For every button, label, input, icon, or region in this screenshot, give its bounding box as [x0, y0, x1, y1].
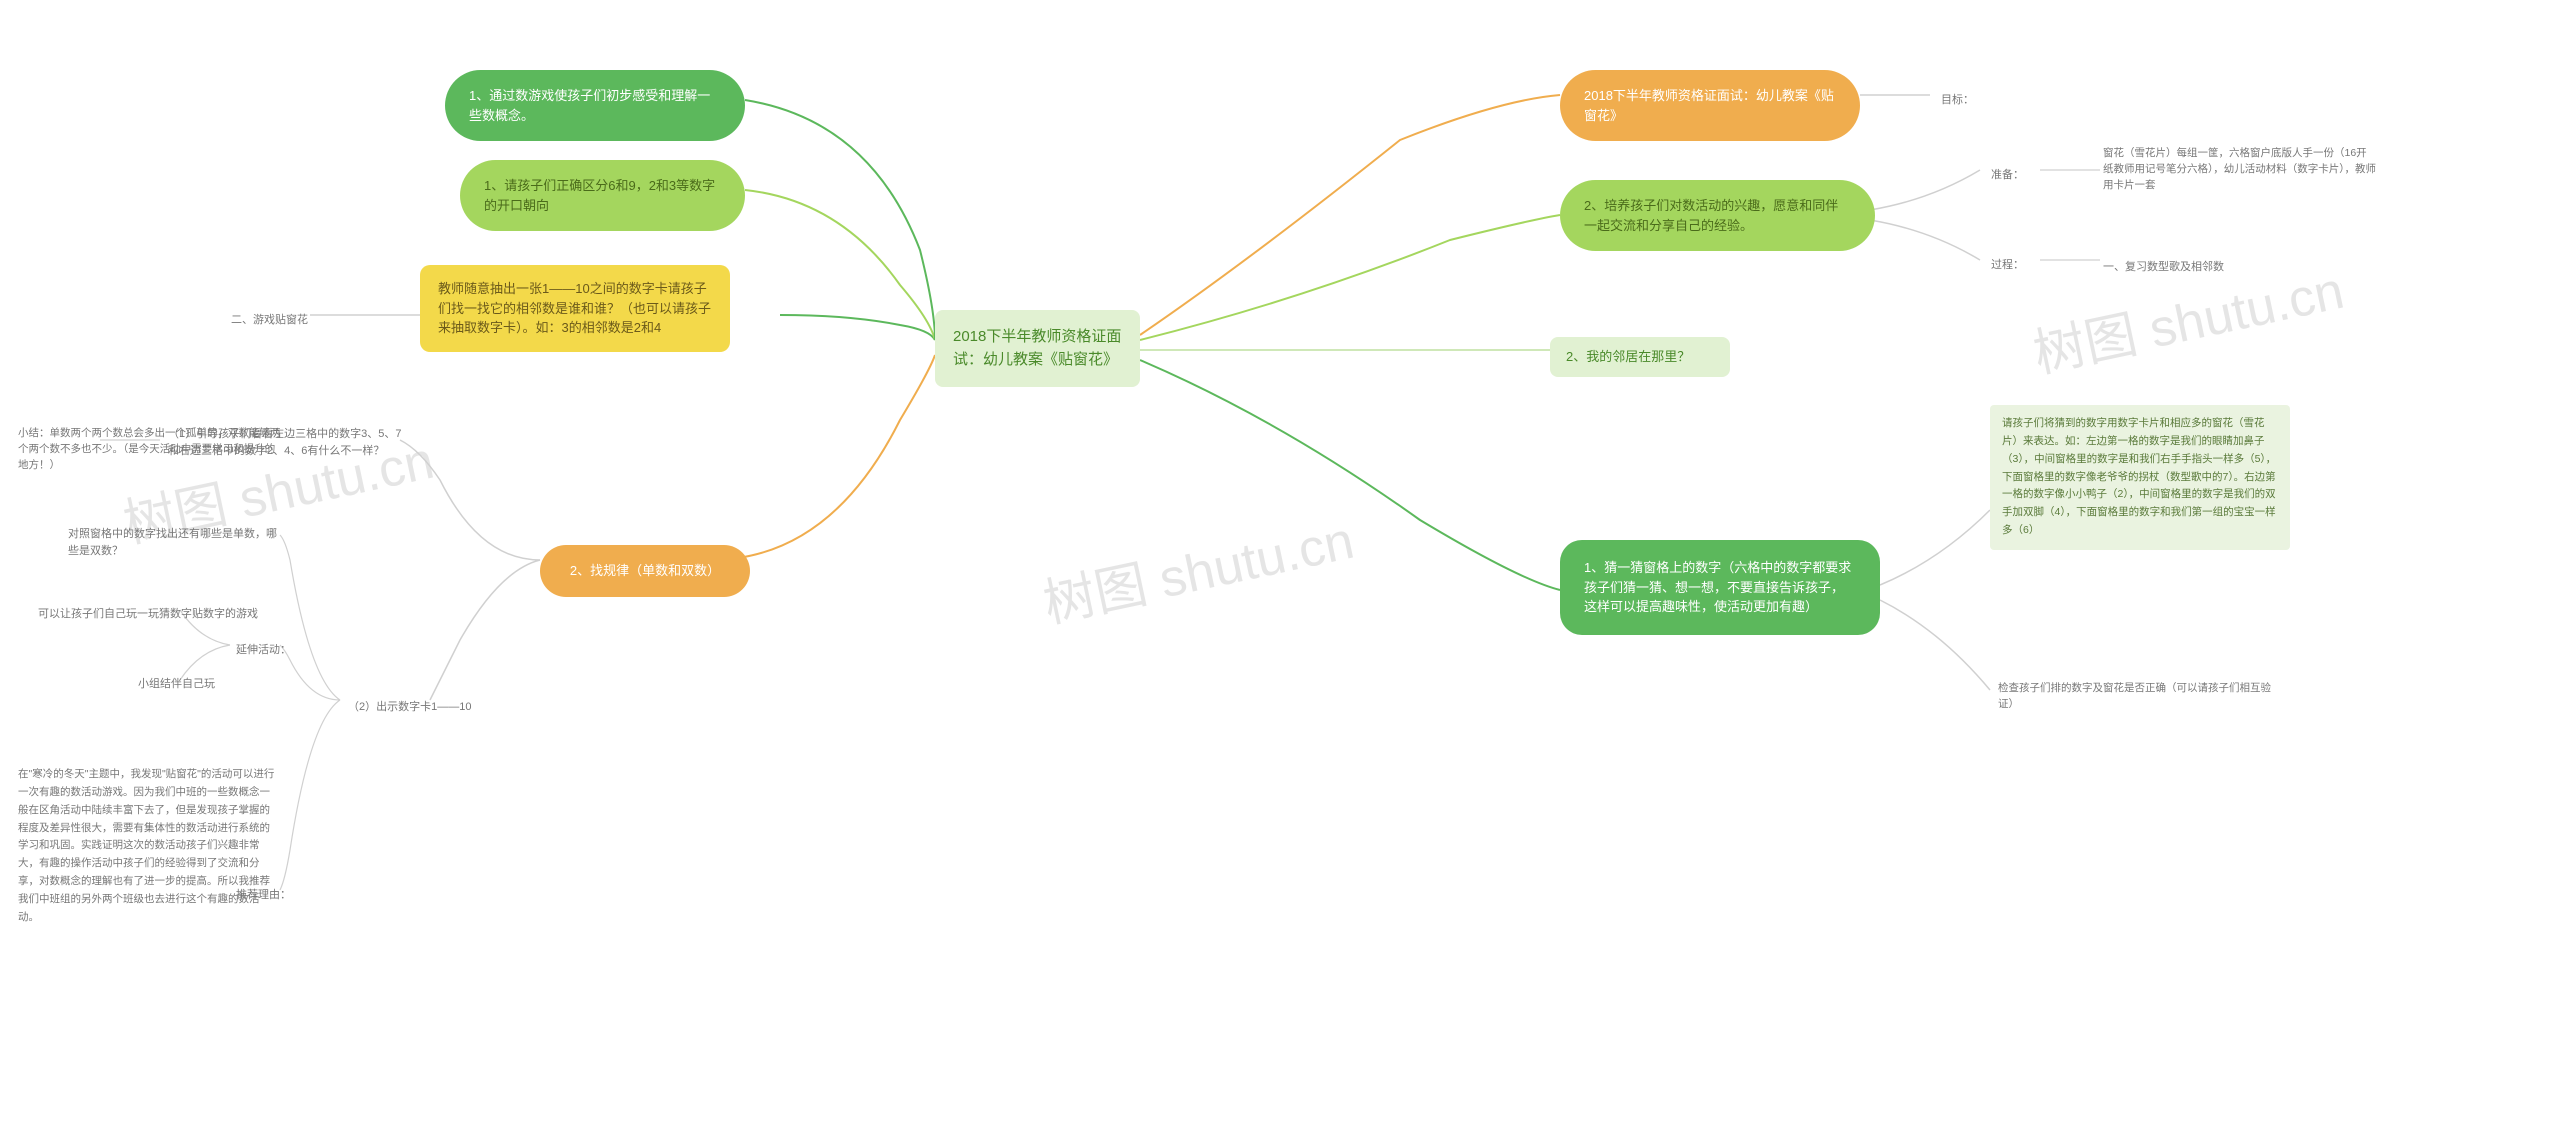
right-node-2: 2、培养孩子们对数活动的兴趣，愿意和同伴一起交流和分享自己的经验。 [1560, 180, 1875, 251]
right-node-3: 2、我的邻居在那里？ [1550, 337, 1730, 377]
right-r2-b-label: 过程： [1985, 253, 2030, 278]
right-node-4: 1、猜一猜窗格上的数字（六格中的数字都要求孩子们猜一猜、想一想，不要直接告诉孩子… [1560, 540, 1880, 635]
left-n4-c2-b2: 小组结伴自己玩 [130, 670, 223, 699]
right-r4-b: 检查孩子们排的数字及窗花是否正确（可以请孩子们相互验证） [1990, 675, 2290, 719]
left-n4-c2-b-label: 延伸活动： [230, 638, 297, 663]
center-node: 2018下半年教师资格证面试：幼儿教案《贴窗花》 [935, 310, 1140, 387]
left-n4-c1-leaf-text: 小结：单数两个两个数总会多出一个孤单的，双数能够两个两个数不多也不少。（是今天活… [18, 427, 281, 471]
right-r2-a-label: 准备： [1985, 163, 2030, 188]
left-n4-c2-c: 在"寒冷的冬天"主题中，我发现"贴窗花"的活动可以进行一次有趣的数活动游戏。因为… [10, 760, 285, 933]
left-n4-c2: （2）出示数字卡1——10 [340, 693, 479, 722]
left-n4-c1-leaf: 小结：单数两个两个数总会多出一个孤单的，双数能够两个两个数不多也不少。（是今天活… [10, 420, 290, 479]
right-node-1-label: 目标： [1935, 88, 1980, 113]
watermark: 树图 shutu.cn [1036, 498, 1360, 637]
right-r2-b: 一、复习数型歌及相邻数 [2095, 253, 2232, 282]
right-r2-a: 窗花（雪花片）每组一筐，六格窗户底版人手一份（16开纸教师用记号笔分六格），幼儿… [2095, 140, 2385, 199]
left-node-3-label: 二、游戏贴窗花 [225, 308, 314, 333]
right-r4-a: 请孩子们将猜到的数字用数字卡片和相应多的窗花（雪花片）来表达。如：左边第一格的数… [1990, 405, 2290, 550]
right-node-1: 2018下半年教师资格证面试：幼儿教案《贴窗花》 [1560, 70, 1860, 141]
left-node-1: 1、通过数游戏使孩子们初步感受和理解一些数概念。 [445, 70, 745, 141]
left-n4-c2-b1: 可以让孩子们自己玩一玩猜数字贴数字的游戏 [30, 600, 270, 629]
left-n4-c2-a: 对照窗格中的数字找出还有哪些是单数，哪些是双数？ [60, 520, 290, 565]
left-node-4: 2、找规律（单数和双数） [540, 545, 750, 597]
left-node-2: 1、请孩子们正确区分6和9，2和3等数字的开口朝向 [460, 160, 745, 231]
left-node-3: 教师随意抽出一张1——10之间的数字卡请孩子们找一找它的相邻数是谁和谁？（也可以… [420, 265, 730, 352]
